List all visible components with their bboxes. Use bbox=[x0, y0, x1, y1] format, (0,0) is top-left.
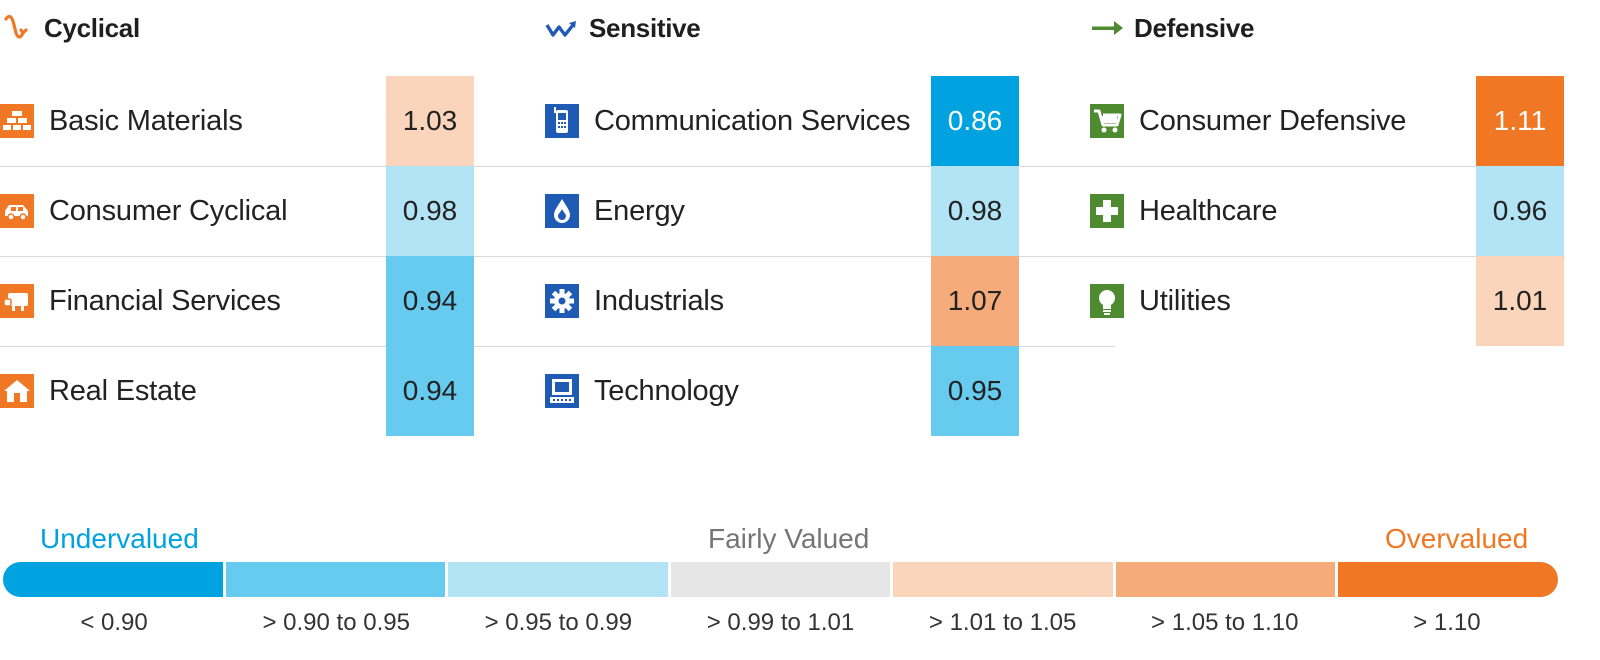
sector-name: Real Estate bbox=[49, 374, 197, 407]
sensitive-icon bbox=[545, 10, 589, 46]
sensitive-title: Sensitive bbox=[589, 12, 701, 43]
legend-range-label: > 0.90 to 0.95 bbox=[262, 609, 410, 636]
legend-range-label: > 1.01 to 1.05 bbox=[928, 609, 1077, 636]
sector-row: Communication Services 0.86 bbox=[545, 76, 1115, 167]
sector-value-cell: 1.11 bbox=[1476, 76, 1564, 166]
sector-name: Consumer Cyclical bbox=[49, 194, 288, 227]
legend-segment bbox=[448, 562, 668, 597]
legend-range-label: > 0.99 to 1.01 bbox=[706, 609, 855, 636]
legend-segment bbox=[3, 562, 223, 597]
healthcare-icon bbox=[1090, 194, 1124, 228]
sector-row: Basic Materials 1.03 bbox=[0, 76, 570, 167]
sector-value: 1.07 bbox=[947, 285, 1003, 316]
sector-row: Technology 0.95 bbox=[545, 346, 1115, 436]
sector-row: Real Estate 0.94 bbox=[0, 346, 570, 436]
sector-name: Energy bbox=[594, 194, 685, 227]
sector-value-cell: 0.86 bbox=[931, 76, 1019, 166]
sector-name: Communication Services bbox=[594, 104, 911, 137]
sector-row: Consumer Cyclical 0.98 bbox=[0, 166, 570, 257]
sector-name: Utilities bbox=[1139, 284, 1231, 317]
sector-name: Healthcare bbox=[1139, 194, 1278, 227]
sector-name: Technology bbox=[594, 374, 739, 407]
sector-value: 0.86 bbox=[947, 105, 1003, 136]
real-estate-icon bbox=[0, 374, 34, 408]
sector-value: 1.01 bbox=[1492, 285, 1548, 316]
legend-segment bbox=[1338, 562, 1559, 597]
industrials-icon bbox=[545, 284, 579, 318]
sector-row: Healthcare 0.96 bbox=[1090, 166, 1565, 257]
legend-color-bar bbox=[3, 562, 1559, 597]
legend-range-label: < 0.90 bbox=[80, 609, 148, 636]
legend-segment bbox=[670, 562, 891, 597]
valuation-legend: Undervalued Fairly Valued Overvalued < 0… bbox=[0, 515, 1600, 660]
consumer-defensive-icon bbox=[1090, 104, 1124, 138]
sensitive-header: Sensitive bbox=[545, 8, 701, 48]
cyclical-header: Cyclical bbox=[0, 8, 140, 48]
legend-fair-label: Fairly Valued bbox=[708, 523, 870, 554]
basic-materials-icon bbox=[0, 104, 34, 138]
legend-range-label: > 1.10 bbox=[1413, 609, 1481, 636]
sector-value-cell: 0.98 bbox=[386, 166, 474, 256]
sector-value-cell: 0.98 bbox=[931, 166, 1019, 256]
defensive-title: Defensive bbox=[1134, 12, 1255, 43]
utilities-icon bbox=[1090, 284, 1124, 318]
sector-value: 1.03 bbox=[402, 105, 458, 136]
sector-row: Industrials 1.07 bbox=[545, 256, 1115, 347]
defensive-header: Defensive bbox=[1090, 8, 1254, 48]
defensive-icon bbox=[1090, 10, 1134, 46]
energy-icon bbox=[545, 194, 579, 228]
legend-segment bbox=[893, 562, 1113, 597]
technology-icon bbox=[545, 374, 579, 408]
legend-segment bbox=[1115, 562, 1336, 597]
sector-value: 0.94 bbox=[402, 285, 458, 316]
sector-name: Industrials bbox=[594, 284, 724, 317]
legend-range-label: > 0.95 to 0.99 bbox=[484, 609, 633, 636]
sector-value: 1.11 bbox=[1493, 105, 1547, 136]
communication-services-icon bbox=[545, 104, 579, 138]
sector-value: 0.94 bbox=[402, 375, 458, 406]
legend-overvalued-label: Overvalued bbox=[1385, 523, 1529, 554]
legend-undervalued-label: Undervalued bbox=[40, 523, 199, 554]
sector-value-cell: 0.95 bbox=[931, 346, 1019, 436]
sector-name: Financial Services bbox=[49, 284, 281, 317]
sector-row: Utilities 1.01 bbox=[1090, 256, 1565, 346]
sector-name: Basic Materials bbox=[49, 104, 243, 137]
sector-row: Consumer Defensive 1.11 bbox=[1090, 76, 1565, 167]
sector-value-cell: 1.07 bbox=[931, 256, 1019, 346]
sector-value-cell: 1.01 bbox=[1476, 256, 1564, 346]
legend-segment bbox=[225, 562, 446, 597]
sector-name: Consumer Defensive bbox=[1139, 104, 1407, 137]
sector-value-cell: 1.03 bbox=[386, 76, 474, 166]
sector-value: 0.98 bbox=[402, 195, 458, 226]
cyclical-icon bbox=[0, 10, 44, 46]
sector-value-cell: 0.96 bbox=[1476, 166, 1564, 256]
sector-value: 0.98 bbox=[947, 195, 1003, 226]
legend-range-labels: < 0.90 > 0.90 to 0.95 > 0.95 to 0.99 > 0… bbox=[3, 607, 1558, 637]
sector-row: Financial Services 0.94 bbox=[0, 256, 570, 347]
sector-value: 0.95 bbox=[947, 375, 1003, 406]
sector-value-cell: 0.94 bbox=[386, 346, 474, 436]
legend-range-label: > 1.05 to 1.10 bbox=[1151, 609, 1299, 636]
consumer-cyclical-icon bbox=[0, 194, 34, 228]
financial-services-icon bbox=[0, 284, 34, 318]
sector-value-cell: 0.94 bbox=[386, 256, 474, 346]
sector-value: 0.96 bbox=[1492, 195, 1548, 226]
sector-row: Energy 0.98 bbox=[545, 166, 1115, 257]
cyclical-title: Cyclical bbox=[44, 12, 140, 43]
